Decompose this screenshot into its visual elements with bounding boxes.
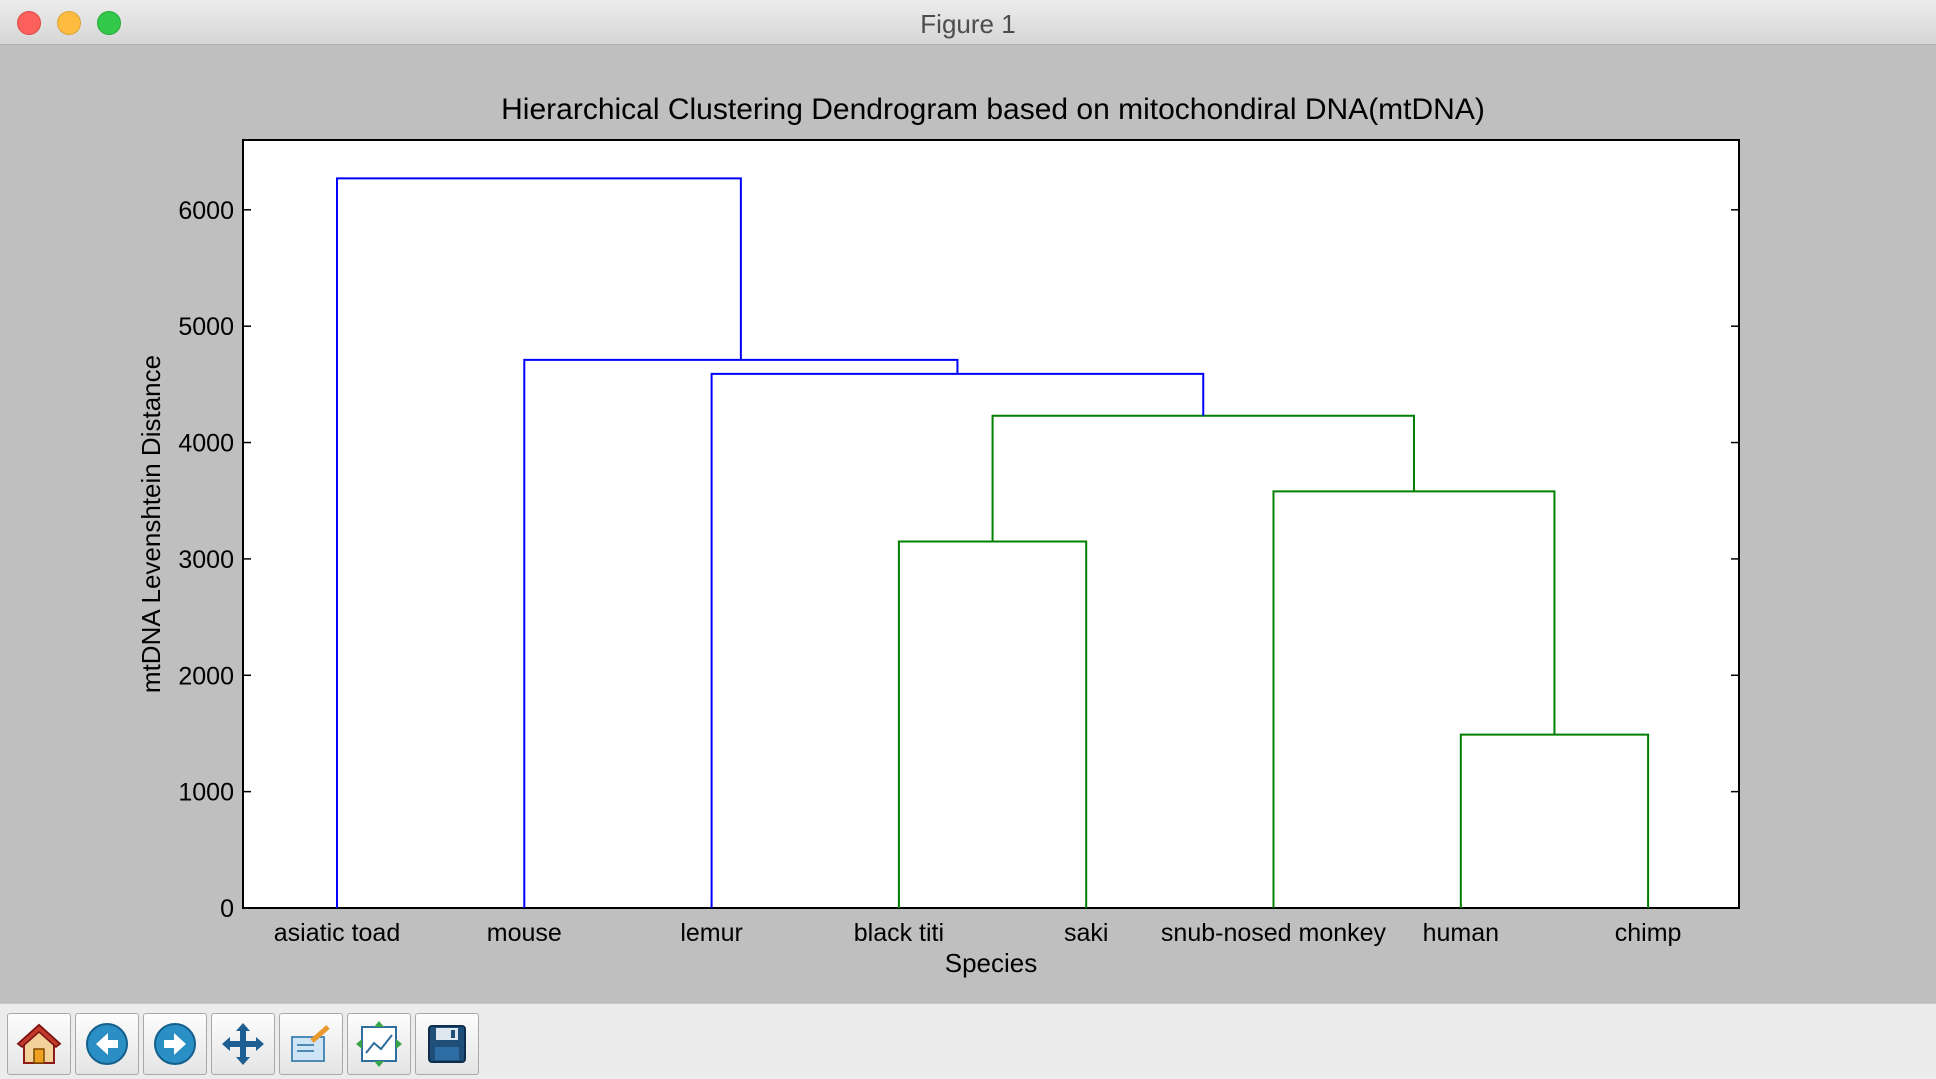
- zoom-button[interactable]: [279, 1013, 343, 1075]
- x-tick-label-leaf: asiatic toad: [274, 919, 400, 947]
- arrow-left-icon: [86, 1023, 128, 1065]
- y-tick-label: 0: [220, 895, 234, 923]
- plot-area: [242, 139, 1740, 909]
- save-button[interactable]: [415, 1013, 479, 1075]
- chart-title: Hierarchical Clustering Dendrogram based…: [501, 93, 1485, 126]
- dendrogram-link: [336, 177, 742, 908]
- x-tick-label-leaf: saki: [1064, 919, 1108, 947]
- x-axis-label: Species: [945, 948, 1038, 978]
- minimize-window-button[interactable]: [57, 11, 81, 35]
- dendrogram-link: [897, 540, 1088, 908]
- x-tick-label-leaf: lemur: [680, 919, 743, 947]
- x-tick-label-leaf: chimp: [1615, 919, 1682, 947]
- x-tick-label-leaf: black titi: [854, 919, 944, 947]
- subplots-button[interactable]: [347, 1013, 411, 1075]
- home-button[interactable]: [7, 1013, 71, 1075]
- forward-button[interactable]: [143, 1013, 207, 1075]
- y-tick-label: 4000: [178, 430, 234, 458]
- y-axis-ticks: 0 1000 2000 3000 4000 5000 6000: [178, 197, 1739, 923]
- zoom-rect-icon: [291, 1025, 330, 1062]
- home-icon: [16, 1023, 62, 1064]
- subplots-icon: [356, 1021, 402, 1067]
- y-axis-label: mtDNA Levenshtein Distance: [136, 355, 166, 693]
- y-tick-label: 3000: [178, 546, 234, 574]
- floppy-disk-icon: [428, 1025, 466, 1063]
- x-tick-label-leaf: human: [1423, 919, 1499, 947]
- move-arrows-icon: [222, 1023, 264, 1065]
- back-button[interactable]: [75, 1013, 139, 1075]
- title-bar[interactable]: Figure 1: [0, 0, 1936, 45]
- y-tick-label: 2000: [178, 662, 234, 690]
- y-tick-label: 5000: [178, 313, 234, 341]
- window-title: Figure 1: [920, 9, 1016, 39]
- zoom-window-button[interactable]: [97, 11, 121, 35]
- y-tick-label: 6000: [178, 197, 234, 225]
- y-tick-label: 1000: [178, 779, 234, 807]
- navigation-toolbar: [0, 1003, 1936, 1079]
- figure-canvas[interactable]: Hierarchical Clustering Dendrogram based…: [0, 45, 1936, 1003]
- pan-button[interactable]: [211, 1013, 275, 1075]
- dendrogram-links: [336, 177, 1650, 908]
- arrow-right-icon: [154, 1023, 196, 1065]
- dendrogram-chart[interactable]: Hierarchical Clustering Dendrogram based…: [0, 45, 1936, 1003]
- x-tick-label-leaf: mouse: [487, 919, 562, 947]
- x-tick-label-leaf: snub-nosed monkey: [1161, 919, 1387, 947]
- close-window-button[interactable]: [17, 11, 41, 35]
- x-axis-ticks: asiatic toad mouse lemur black titi saki snub…: [274, 900, 1682, 947]
